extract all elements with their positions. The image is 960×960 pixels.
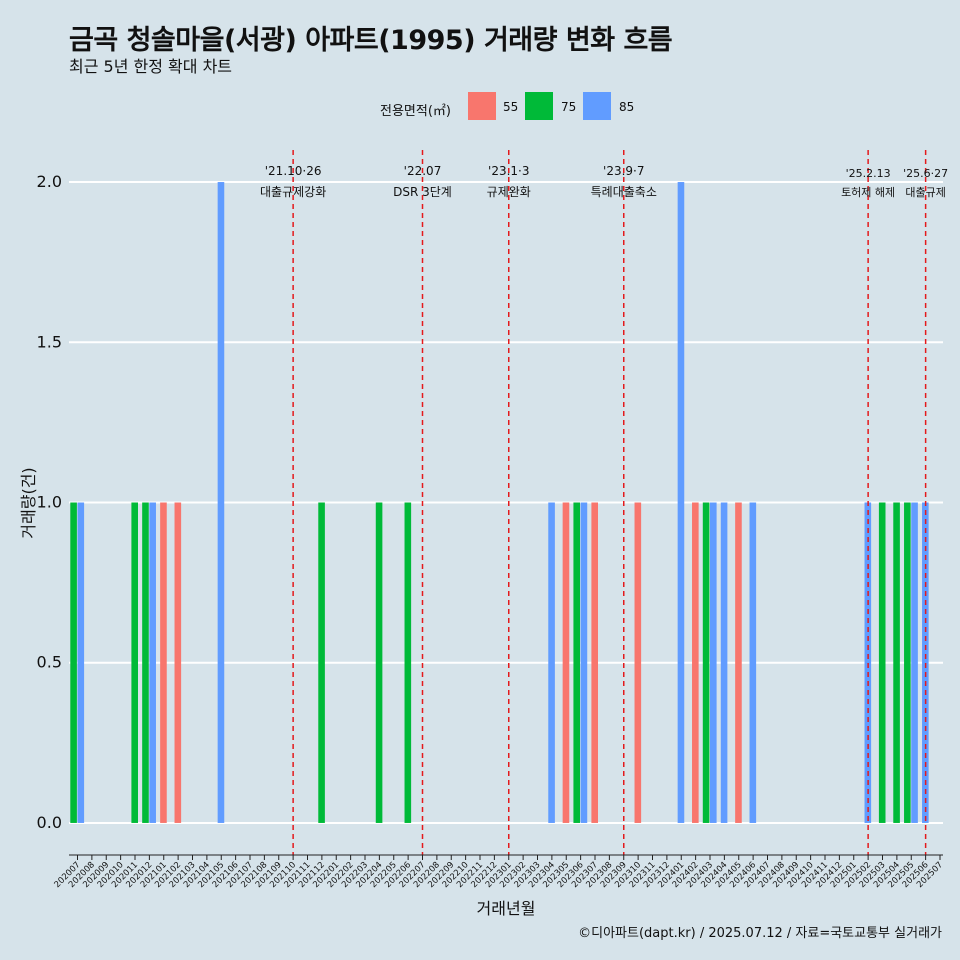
event-desc-label: DSR 3단계 <box>393 185 452 199</box>
bar-75-202306 <box>573 502 581 823</box>
bar-85-202105 <box>217 182 225 823</box>
bar-85-202502 <box>864 502 872 823</box>
bar-75-202403 <box>702 502 710 823</box>
x-axis-title: 거래년월 <box>477 899 536 918</box>
bar-85-202403 <box>710 502 717 823</box>
chart-title: 금곡 청솔마을(서광) 아파트(1995) 거래량 변화 흐름 <box>69 25 673 56</box>
bar-85-202012 <box>149 502 156 823</box>
bar-55-202102 <box>174 502 182 823</box>
event-date-label: '25.2.13 <box>846 167 891 180</box>
legend-title: 전용면적(㎡) <box>380 104 451 119</box>
legend-key-85 <box>583 92 611 120</box>
bar-55-202307 <box>591 502 598 823</box>
bar-75-202204 <box>375 502 383 823</box>
y-tick-label: 1.0 <box>37 493 62 512</box>
bar-75-202206 <box>404 502 412 823</box>
y-tick-label: 0.0 <box>37 813 62 832</box>
event-desc-label: 규제완화 <box>487 185 531 199</box>
bar-75-202012 <box>142 502 149 823</box>
legend-key-55 <box>468 92 496 120</box>
event-date-label: '22.07 <box>404 164 442 178</box>
y-tick-label: 0.5 <box>37 653 62 672</box>
bar-75-202505 <box>904 502 911 823</box>
bar-85-202505 <box>911 502 918 823</box>
legend-key-75 <box>525 92 553 120</box>
y-tick-label: 1.5 <box>37 332 62 351</box>
bar-75-202504 <box>893 502 900 823</box>
bar-55-202101 <box>160 502 167 823</box>
bar-85-202007 <box>77 502 85 823</box>
event-desc-label: 토허제 해제 <box>841 185 895 199</box>
bar-55-202405 <box>735 502 742 823</box>
source-caption: ©디아파트(dapt.kr) / 2025.07.12 / 자료=국토교통부 실… <box>578 926 942 941</box>
bar-75-202503 <box>878 502 886 823</box>
legend: 전용면적(㎡) 55 75 85 <box>0 92 960 122</box>
bar-75-202112 <box>318 502 325 823</box>
legend-label-85: 85 <box>619 100 635 114</box>
legend-label-75: 75 <box>561 100 577 114</box>
bar-55-202310 <box>634 502 642 823</box>
bar-55-202305 <box>562 502 570 823</box>
bar-75-202011 <box>131 502 138 823</box>
event-date-label: '21.10·26 <box>265 164 322 178</box>
y-tick-label: 2.0 <box>37 172 62 191</box>
bar-85-202406 <box>749 502 757 823</box>
bar-75-202007 <box>70 502 77 823</box>
event-desc-label: 특례대출축소 <box>591 185 657 199</box>
bar-85-202304 <box>548 502 555 823</box>
bar-85-202401 <box>677 182 685 823</box>
event-date-label: '23.9·7 <box>603 164 644 178</box>
event-desc-label: 대출규제강화 <box>260 185 326 199</box>
chart-subtitle: 최근 5년 한정 확대 차트 <box>69 57 233 76</box>
bar-85-202404 <box>720 502 728 823</box>
y-axis-title: 거래량(건) <box>19 467 38 538</box>
bar-55-202402 <box>692 502 699 823</box>
bar-85-202506 <box>922 502 929 823</box>
bar-85-202306 <box>580 502 588 823</box>
event-date-label: '23.1·3 <box>488 164 529 178</box>
legend-label-55: 55 <box>503 100 519 114</box>
event-desc-label: 대출규제 <box>905 186 945 199</box>
event-date-label: '25.6·27 <box>903 167 948 180</box>
